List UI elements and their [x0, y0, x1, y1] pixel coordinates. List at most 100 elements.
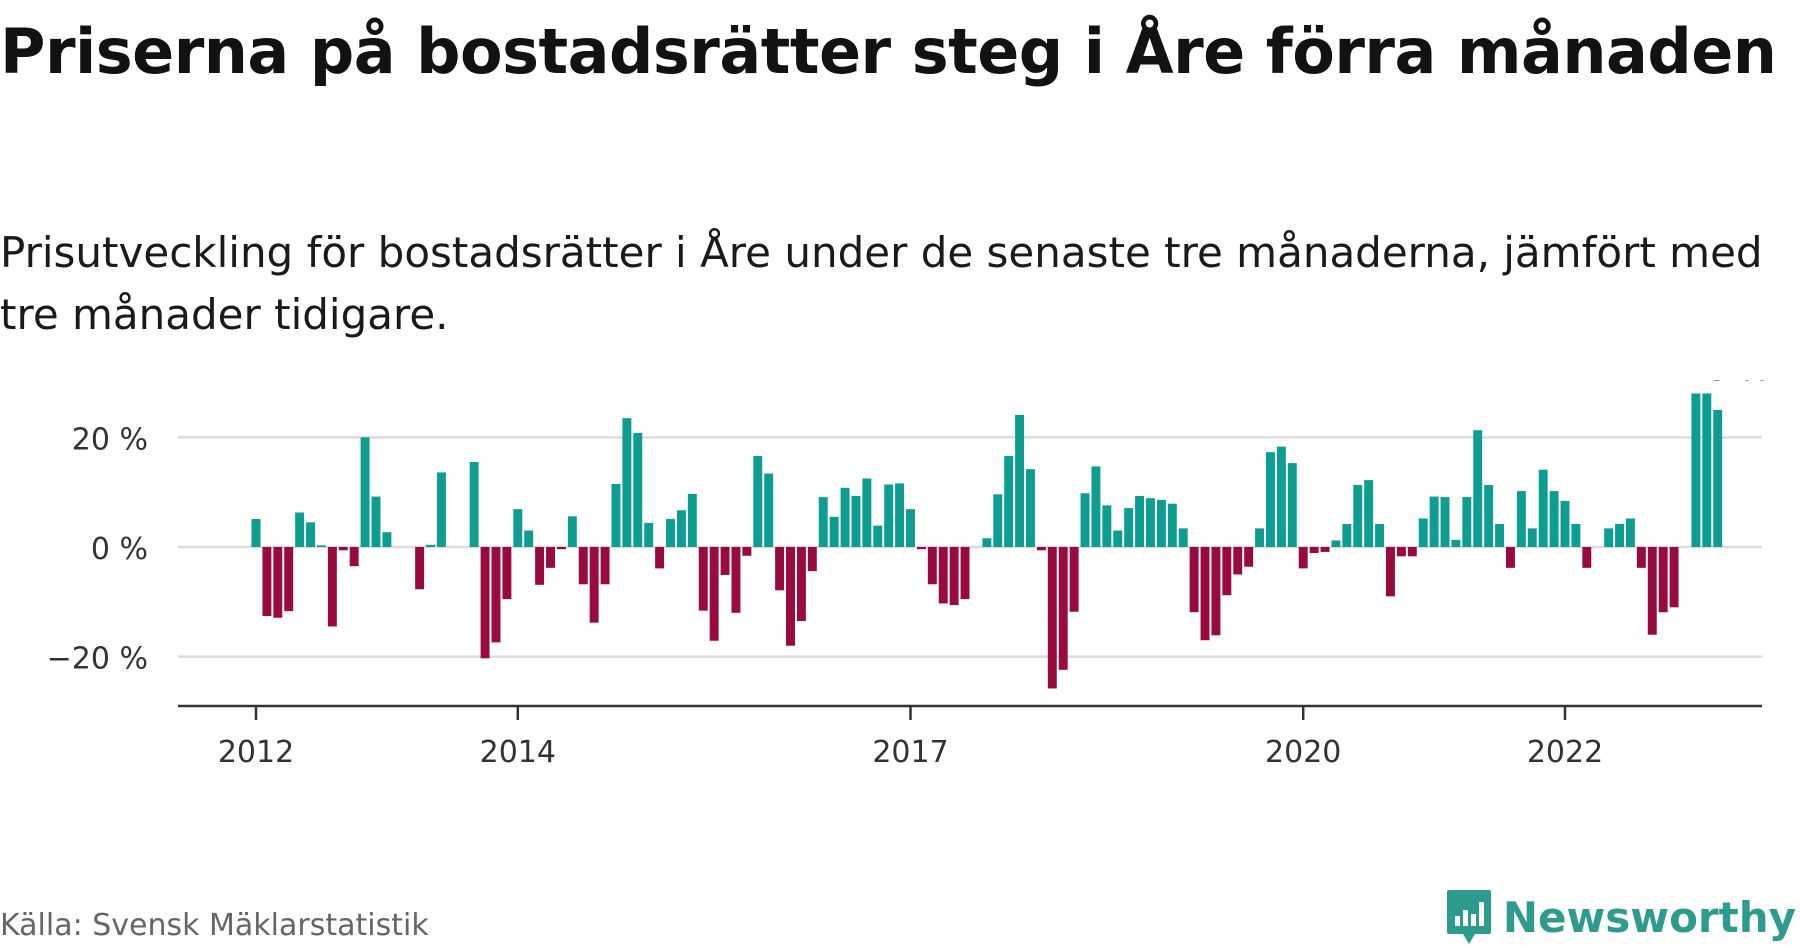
- bar: [284, 547, 294, 612]
- bar: [1669, 547, 1679, 608]
- bar: [884, 484, 894, 547]
- bar: [1146, 498, 1155, 547]
- bar: [371, 496, 381, 547]
- bar: [1702, 393, 1712, 547]
- bar: [556, 547, 566, 550]
- bar: [1582, 547, 1592, 568]
- bar: [818, 497, 828, 547]
- bar: [1375, 523, 1385, 547]
- y-tick-label: −20 %: [47, 642, 148, 677]
- bar: [993, 494, 1003, 547]
- bar: [982, 538, 992, 547]
- x-axis: 2012 2014 2017 2020 2022: [178, 704, 1762, 770]
- bar: [1615, 523, 1625, 547]
- bar: [687, 493, 697, 547]
- bar: [633, 432, 643, 547]
- bar-series: [251, 393, 1723, 689]
- bar: [1102, 505, 1112, 547]
- y-tick-label: 20 %: [72, 422, 148, 457]
- chart-title: Priserna på bostadsrätter steg i Åre för…: [0, 15, 1777, 88]
- bar: [960, 547, 970, 600]
- bar: [1255, 528, 1265, 547]
- bar: [840, 487, 850, 547]
- bar: [1647, 547, 1657, 635]
- annotation-label: 25 %: [1688, 380, 1769, 388]
- bar: [895, 483, 905, 547]
- bar: [676, 510, 686, 547]
- bar: [655, 547, 665, 569]
- bar: [1167, 503, 1177, 547]
- newsworthy-logo: Newsworthy: [1445, 888, 1796, 946]
- bar: [1658, 547, 1668, 613]
- bar: [1189, 547, 1199, 613]
- bar: [753, 455, 763, 547]
- bar: [1549, 491, 1559, 547]
- bar: [862, 478, 872, 547]
- bar-chart: 20 % 0 % −20 % 25 % 2012 2014 2017 2020 2022: [47, 380, 1770, 770]
- source-note: Källa: Svensk Mäklarstatistik: [0, 908, 429, 943]
- bar: [502, 547, 512, 600]
- bar: [600, 547, 610, 585]
- bar: [1244, 547, 1254, 567]
- bar: [796, 547, 806, 622]
- bar: [1560, 500, 1570, 547]
- bar: [666, 519, 675, 547]
- bar: [589, 547, 599, 623]
- bar: [480, 547, 490, 659]
- chart-subtitle: Prisutveckling för bostadsrätter i Åre u…: [0, 228, 1763, 339]
- bar: [1538, 469, 1548, 547]
- bar: [1036, 547, 1046, 551]
- bar: [1516, 491, 1526, 547]
- bar: [382, 532, 392, 547]
- bar: [1364, 480, 1374, 547]
- bar: [1462, 497, 1472, 547]
- bar: [1713, 409, 1723, 547]
- bar: [622, 418, 632, 547]
- bar: [698, 547, 708, 611]
- bar: [306, 522, 316, 547]
- bar: [1505, 547, 1515, 568]
- bar: [1124, 508, 1134, 547]
- bar: [709, 547, 719, 641]
- bar-chart-icon: [1446, 890, 1491, 944]
- brand-name: Newsworthy: [1502, 892, 1796, 942]
- bar: [1320, 547, 1330, 552]
- bar: [1091, 466, 1101, 547]
- bar: [1604, 528, 1614, 547]
- bar: [1418, 518, 1428, 547]
- bar: [1636, 547, 1646, 568]
- bar: [1527, 528, 1537, 547]
- bar: [1407, 547, 1417, 557]
- bar: [1342, 523, 1352, 547]
- bar: [535, 547, 545, 585]
- bar: [1266, 452, 1275, 547]
- bar: [349, 547, 359, 567]
- bar: [938, 547, 948, 604]
- bar: [906, 509, 915, 547]
- bar: [1222, 547, 1232, 596]
- bar: [1484, 485, 1494, 547]
- bar: [851, 496, 861, 547]
- bar: [764, 473, 774, 547]
- bar: [360, 437, 370, 547]
- y-axis-labels: 20 % 0 % −20 %: [47, 422, 148, 676]
- bar: [644, 522, 654, 547]
- bar: [1069, 547, 1079, 612]
- bar: [775, 547, 785, 591]
- bar: [327, 547, 337, 627]
- bar: [1451, 539, 1461, 547]
- bar: [524, 530, 534, 547]
- bar: [1287, 463, 1297, 547]
- bar: [567, 516, 577, 547]
- bar: [1625, 518, 1635, 547]
- bar: [1200, 547, 1210, 641]
- bar: [513, 509, 523, 547]
- bar: [1015, 414, 1025, 547]
- bar: [1233, 547, 1243, 575]
- bar: [720, 547, 730, 575]
- bar: [1473, 430, 1483, 547]
- bar: [436, 472, 446, 547]
- bar: [1113, 530, 1123, 547]
- bar: [927, 547, 937, 585]
- bar: [1353, 485, 1363, 547]
